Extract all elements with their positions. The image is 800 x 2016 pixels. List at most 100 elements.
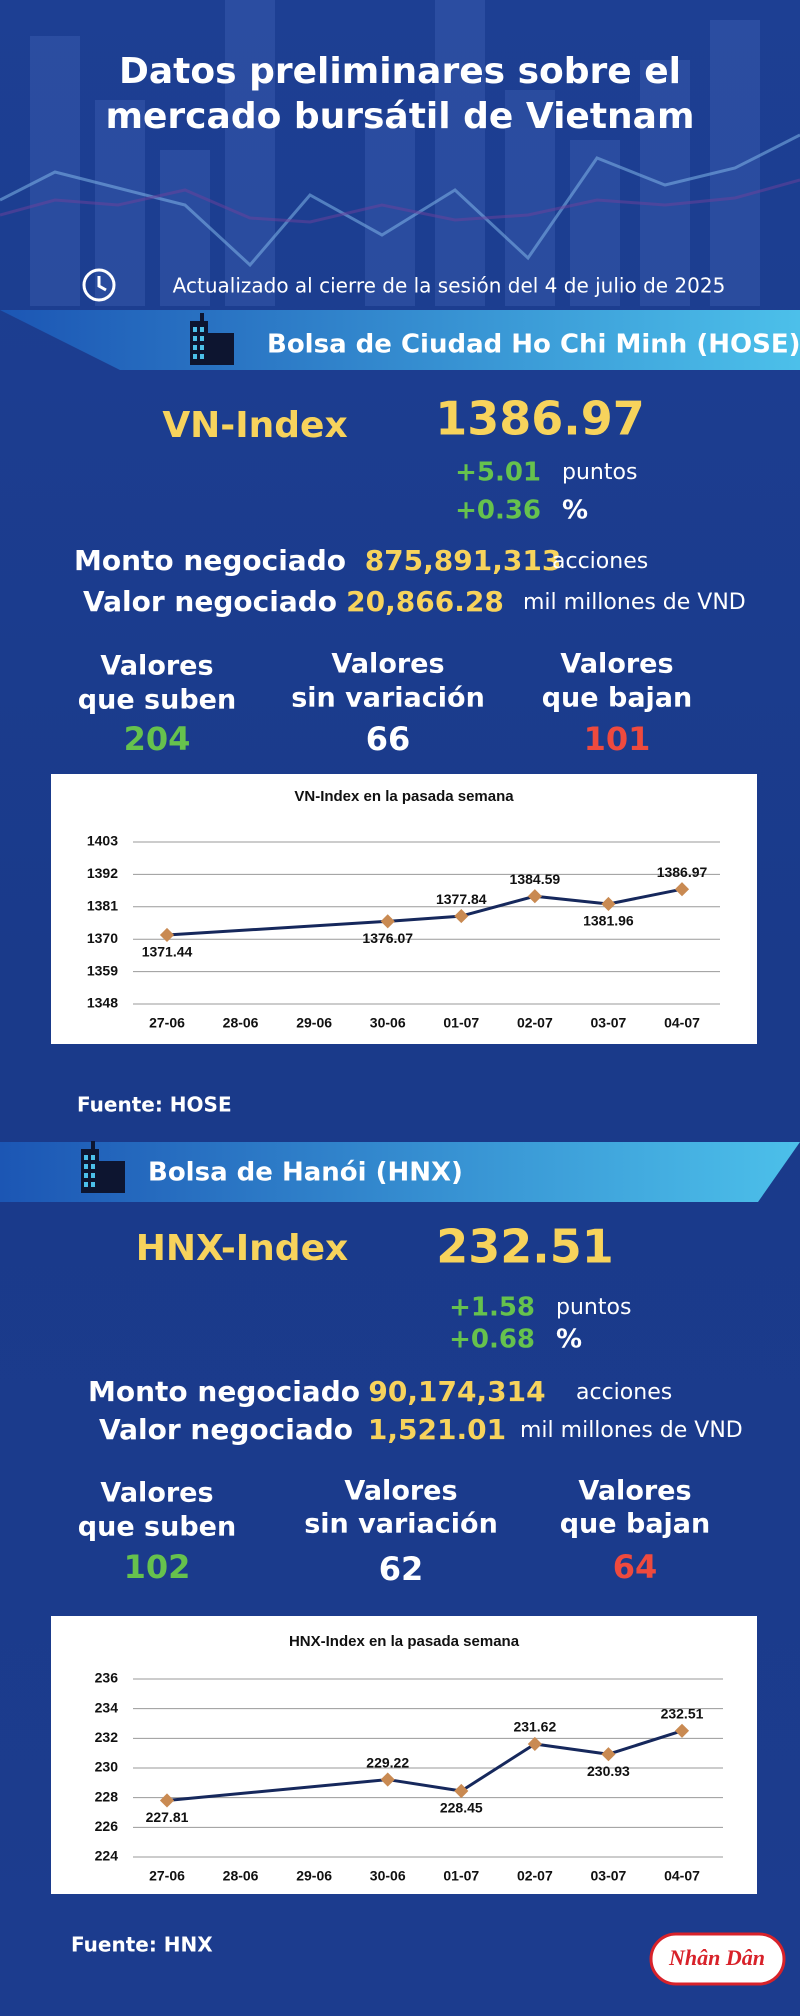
window xyxy=(200,345,204,350)
y-tick-label: 1370 xyxy=(87,930,118,946)
building-shape xyxy=(200,313,204,321)
x-tick-label: 28-06 xyxy=(223,1015,259,1031)
window xyxy=(91,1182,95,1187)
line-segment xyxy=(607,1729,683,1756)
breadth-count: 101 xyxy=(584,720,651,758)
y-tick-label: 234 xyxy=(95,1699,119,1715)
building-icon xyxy=(81,1141,125,1193)
y-tick-label: 1348 xyxy=(87,995,118,1011)
building-shape xyxy=(81,1149,99,1193)
marker xyxy=(674,882,690,897)
breadth-count: 62 xyxy=(379,1550,424,1588)
building-shape xyxy=(190,321,208,365)
title: Datos preliminares sobre el xyxy=(119,51,681,92)
y-tick-label: 230 xyxy=(95,1759,119,1775)
value: 20,866.28 xyxy=(346,585,504,618)
data-label: 232.51 xyxy=(661,1705,704,1721)
x-tick-label: 04-07 xyxy=(664,1015,700,1031)
x-tick-label: 29-06 xyxy=(296,1015,332,1031)
data-label: 1381.96 xyxy=(583,913,634,929)
line-segment xyxy=(608,887,683,906)
building-shape xyxy=(208,333,234,365)
y-tick-label: 232 xyxy=(95,1729,119,1745)
chart-panel xyxy=(51,1616,757,1894)
x-tick-label: 27-06 xyxy=(149,1868,185,1884)
index-name: HNX-Index xyxy=(136,1228,348,1269)
change-percent: +0.36 xyxy=(455,496,541,526)
data-label: 231.62 xyxy=(513,1719,556,1735)
marker xyxy=(380,914,395,929)
header-decoration xyxy=(30,0,760,306)
title: mercado bursátil de Vietnam xyxy=(106,96,695,137)
window xyxy=(91,1155,95,1160)
x-tick-label: 01-07 xyxy=(443,1015,479,1031)
y-tick-label: 1403 xyxy=(87,833,118,849)
y-tick-label: 1359 xyxy=(87,962,118,978)
breadth-label: Valores xyxy=(100,651,213,682)
marker xyxy=(527,1736,542,1752)
marker xyxy=(159,1793,175,1808)
value: 1,521.01 xyxy=(368,1413,506,1446)
x-tick-label: 28-06 xyxy=(223,1868,259,1884)
breadth-label: Valores xyxy=(100,1478,213,1509)
data-label: 227.81 xyxy=(146,1809,189,1825)
breadth-label: sin variación xyxy=(304,1509,498,1540)
building-shape xyxy=(91,1141,95,1149)
marker xyxy=(454,1783,469,1799)
window xyxy=(91,1173,95,1178)
logo-text: Nhân Dân xyxy=(668,1945,765,1970)
window xyxy=(193,354,197,359)
x-tick-label: 30-06 xyxy=(370,1868,406,1884)
updated: Actualizado al cierre de la sesión del 4… xyxy=(173,274,726,298)
breadth-label: Valores xyxy=(331,649,444,680)
percent-unit: % xyxy=(556,1325,582,1355)
y-tick-label: 1392 xyxy=(87,865,118,881)
window xyxy=(84,1164,88,1169)
line-segment xyxy=(387,1778,462,1793)
data-label: 1371.44 xyxy=(142,944,193,960)
points-unit: puntos xyxy=(556,1295,631,1320)
value-label: Valor negociado xyxy=(83,585,337,618)
exchange-name: Bolsa de Ciudad Ho Chi Minh (HOSE) xyxy=(267,330,800,360)
chart-title: VN-Index en la pasada semana xyxy=(294,788,514,805)
line-segment xyxy=(534,1742,609,1756)
line-segment xyxy=(387,914,462,923)
breadth-label: que bajan xyxy=(560,1509,711,1540)
volume-unit: acciones xyxy=(576,1380,672,1405)
volume-label: Monto negociado xyxy=(88,1375,360,1408)
breadth-count: 204 xyxy=(124,720,191,758)
index-value: 232.51 xyxy=(436,1220,614,1274)
change-points: +5.01 xyxy=(455,458,541,488)
breadth-label: Valores xyxy=(560,649,673,680)
line-segment xyxy=(460,894,536,918)
marker xyxy=(454,909,469,924)
value-label: Valor negociado xyxy=(99,1413,353,1446)
header-line xyxy=(0,178,800,224)
banner xyxy=(0,1142,800,1202)
data-label: 229.22 xyxy=(366,1754,409,1770)
data-label: 228.45 xyxy=(440,1800,483,1816)
x-tick-label: 01-07 xyxy=(443,1868,479,1884)
x-tick-label: 04-07 xyxy=(664,1868,700,1884)
x-tick-label: 30-06 xyxy=(370,1015,406,1031)
volume: 90,174,314 xyxy=(368,1375,545,1408)
x-tick-label: 02-07 xyxy=(517,1015,553,1031)
y-tick-label: 1381 xyxy=(87,898,118,914)
x-tick-label: 03-07 xyxy=(591,1015,627,1031)
percent-unit: % xyxy=(562,496,588,526)
logo: Nhân Dân xyxy=(649,1932,786,1986)
data-label: 230.93 xyxy=(587,1763,630,1779)
building-shape xyxy=(99,1161,125,1193)
change-percent: +0.68 xyxy=(449,1325,535,1355)
clock-icon xyxy=(82,268,116,302)
y-tick-label: 224 xyxy=(95,1848,119,1864)
y-tick-label: 226 xyxy=(95,1818,119,1834)
marker xyxy=(601,896,616,912)
line-segment xyxy=(534,894,609,906)
value-unit: mil millones de VND xyxy=(523,590,746,615)
x-tick-label: 02-07 xyxy=(517,1868,553,1884)
breadth-label: Valores xyxy=(344,1476,457,1507)
marker xyxy=(380,1772,395,1787)
